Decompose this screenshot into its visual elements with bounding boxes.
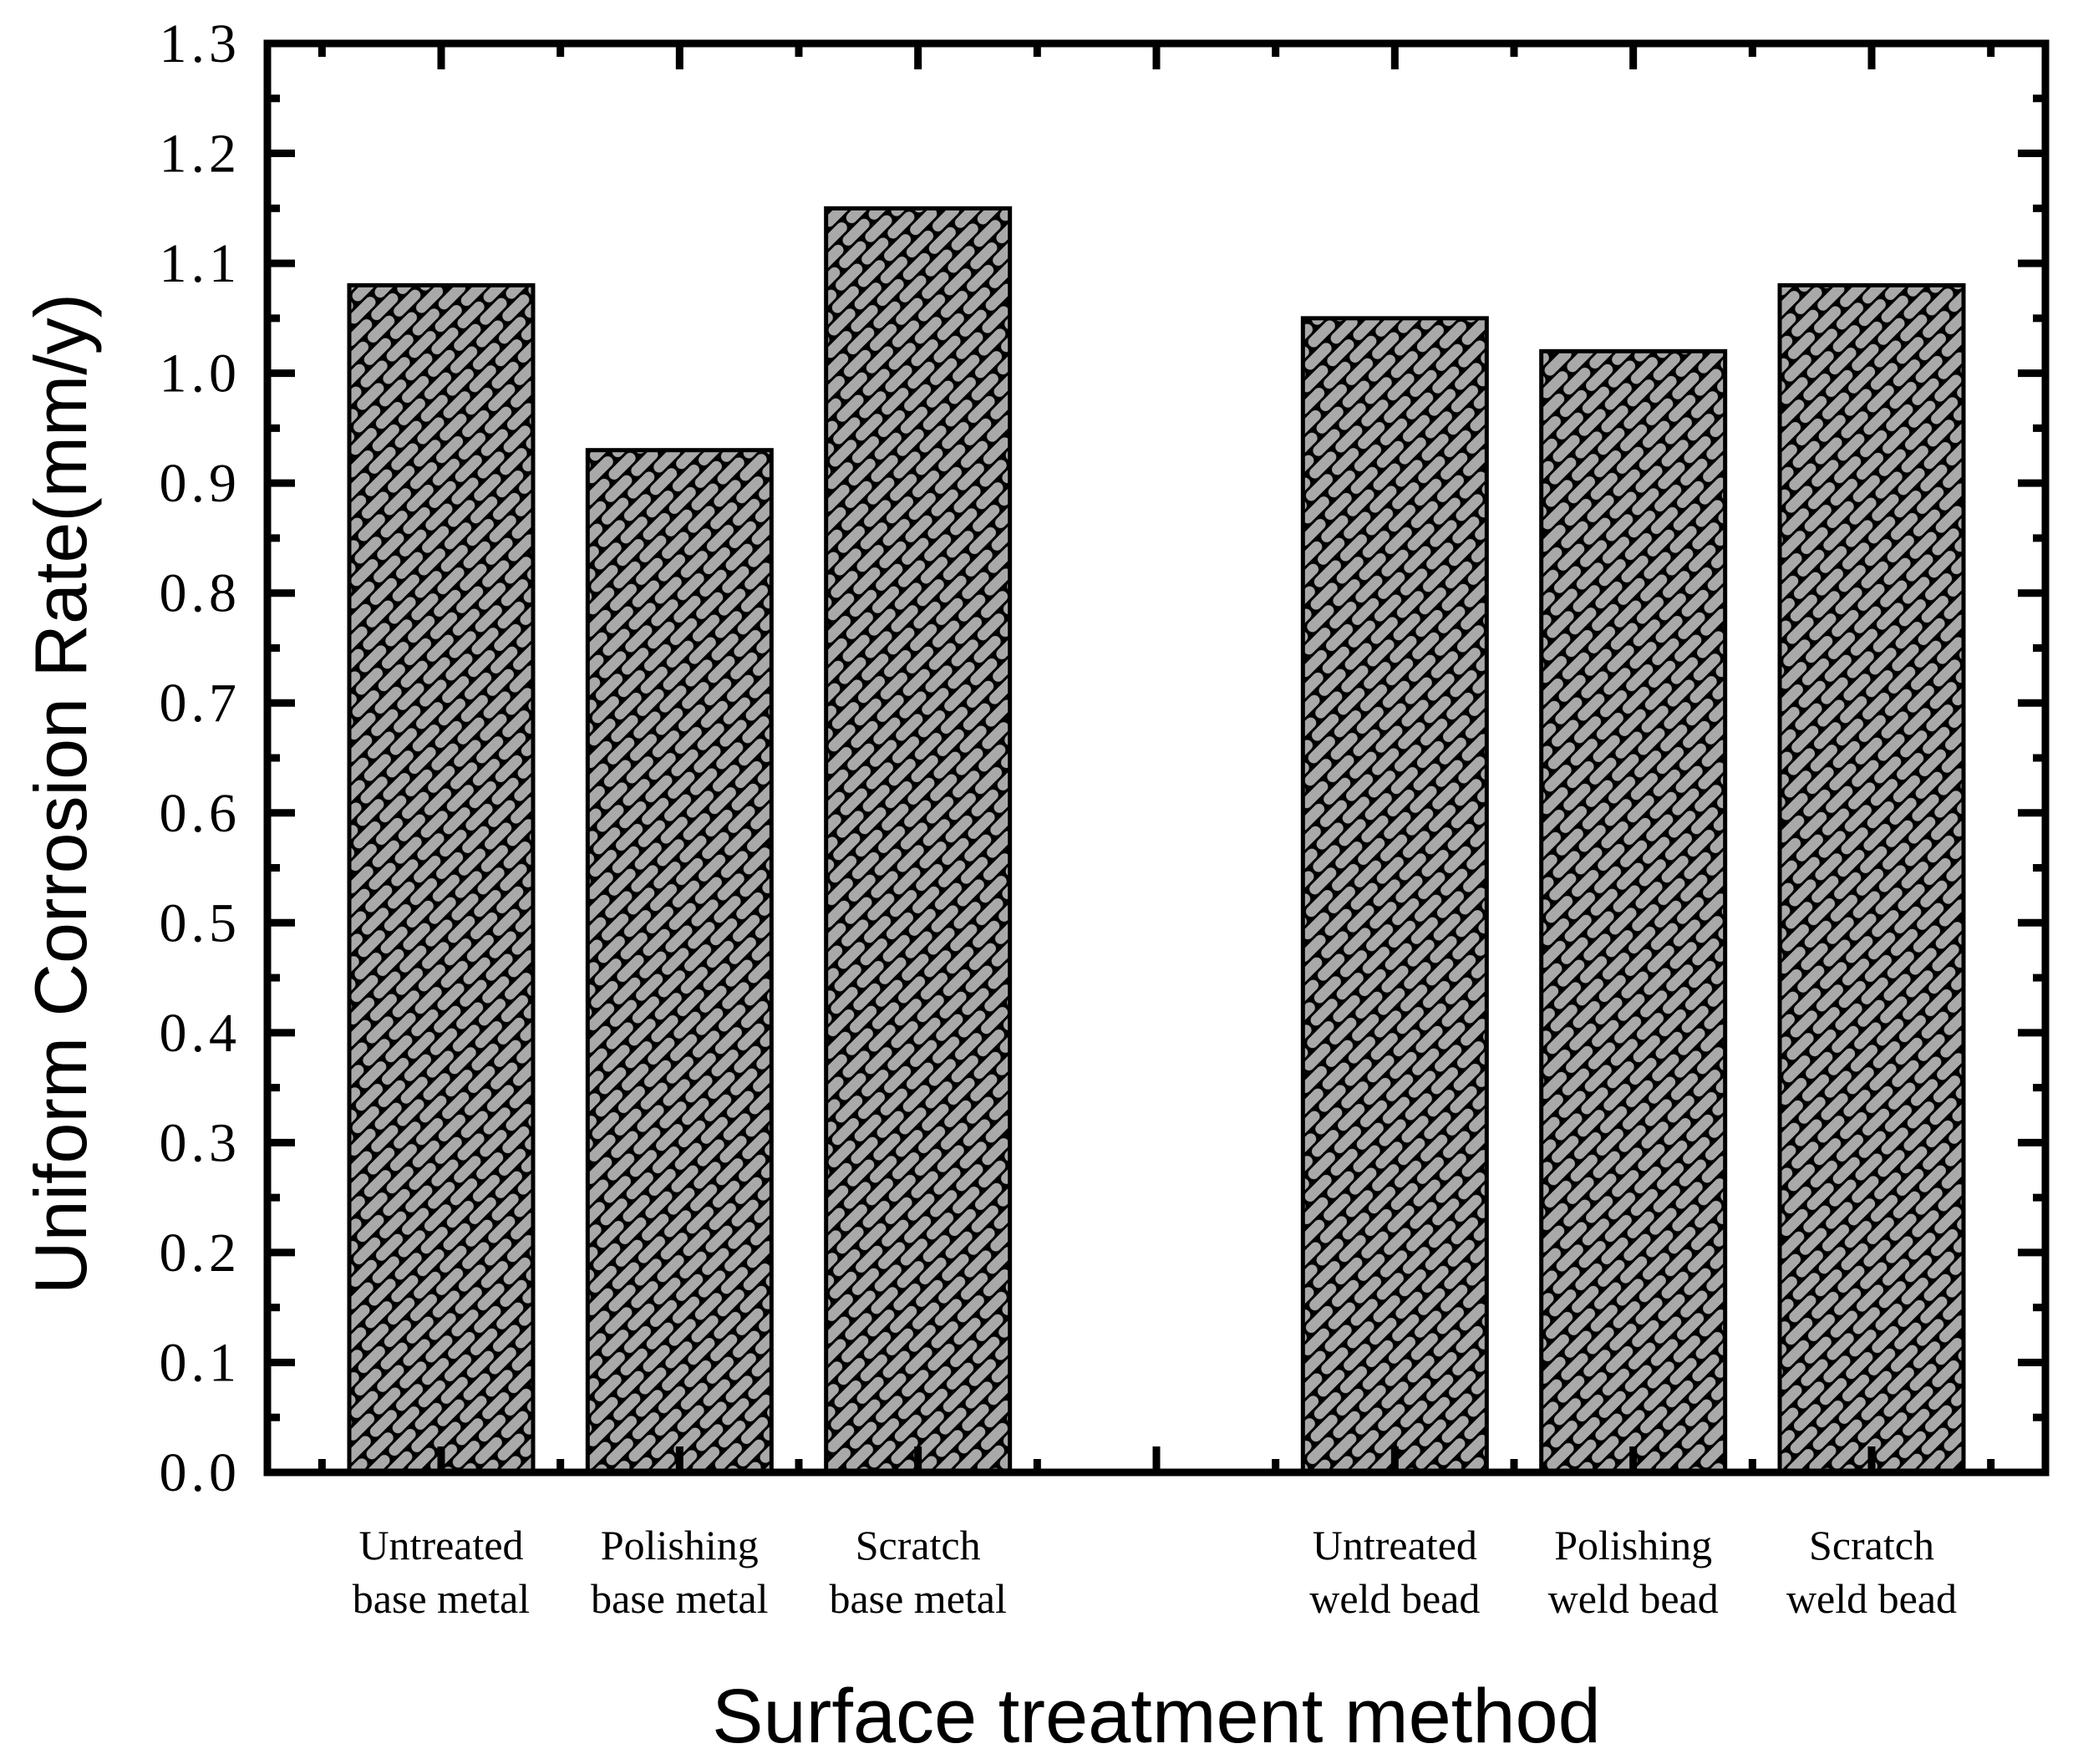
axis-ticks-group	[267, 39, 2045, 1477]
bar-5	[1539, 348, 1728, 1475]
y-tick-label: 0.6	[160, 783, 241, 844]
x-category-labels-group: Untreated base metal Polishing base metal Sc…	[353, 1522, 1957, 1622]
bar-1	[347, 282, 536, 1475]
bar-3	[824, 206, 1013, 1475]
y-tick-label: 1.2	[160, 124, 241, 185]
y-tick-label: 0.1	[160, 1332, 241, 1393]
x-category-label: Scratch weld bead	[1786, 1522, 1957, 1622]
y-tick-label: 0.3	[160, 1112, 241, 1173]
y-tick-label: 0.9	[160, 453, 241, 514]
y-tick-labels-group: 0.0 0.1 0.2 0.3 0.4 0.5 0.6 0.7 0.8 0.9 1.0 1.1 1.2 1…	[160, 13, 241, 1503]
y-axis-title: Uniform Corrosion Rate(mm/y)	[19, 293, 102, 1294]
y-tick-label: 0.2	[160, 1223, 241, 1284]
x-category-label: Polishing weld bead	[1548, 1522, 1719, 1622]
y-tick-label: 1.0	[160, 343, 241, 404]
bars-group	[347, 206, 1966, 1475]
y-tick-label: 1.3	[160, 13, 241, 74]
x-category-label: Scratch base metal	[829, 1522, 1006, 1622]
y-tick-label: 0.8	[160, 563, 241, 624]
bar-6	[1777, 282, 1966, 1475]
x-category-label: Untreated weld bead	[1309, 1522, 1480, 1622]
y-tick-label: 0.4	[160, 1003, 241, 1064]
x-category-label: Untreated base metal	[353, 1522, 530, 1622]
x-axis-title: Surface treatment method	[712, 1674, 1601, 1759]
y-tick-label: 0.0	[160, 1442, 241, 1503]
y-tick-label: 0.7	[160, 673, 241, 734]
x-category-label: Polishing base metal	[591, 1522, 768, 1622]
bar-2	[585, 448, 774, 1475]
bar-4	[1300, 316, 1489, 1475]
y-tick-label: 1.1	[160, 233, 241, 294]
y-tick-label: 0.5	[160, 892, 241, 953]
